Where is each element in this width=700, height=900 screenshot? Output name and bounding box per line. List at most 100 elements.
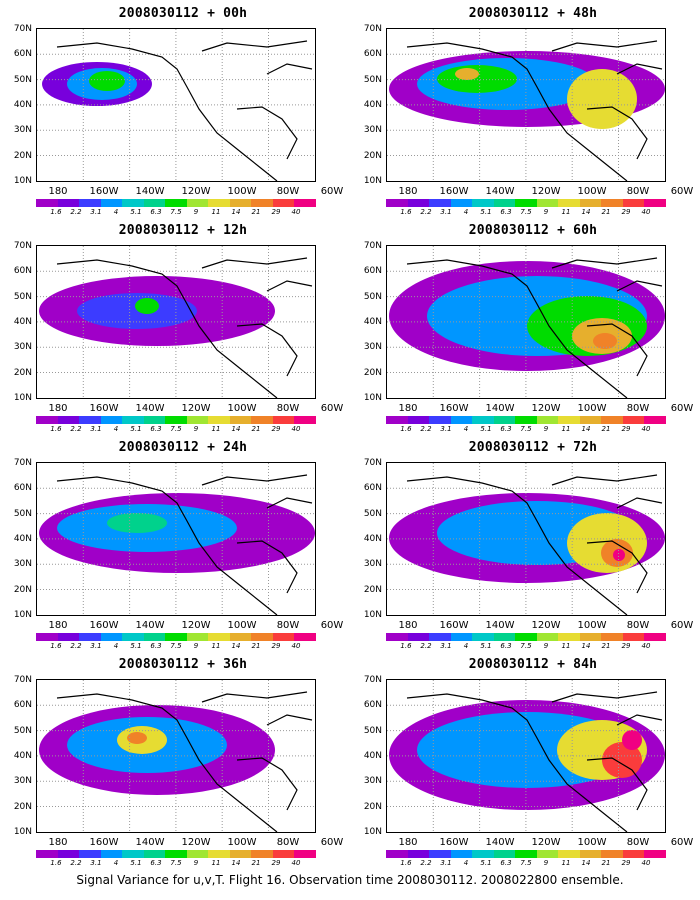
colorbar-label: 5.1	[480, 642, 492, 650]
y-tick-label: 20N	[363, 584, 382, 595]
x-tick-label: 120W	[531, 403, 561, 414]
colorbar-swatch	[536, 850, 559, 858]
colorbar-swatch	[165, 416, 187, 424]
colorbar-label: 14	[581, 208, 591, 216]
variance-map	[36, 679, 316, 833]
map-svg	[387, 463, 665, 615]
colorbar-swatch	[57, 850, 80, 858]
coastline	[56, 40, 313, 181]
colorbar-swatch	[558, 199, 580, 207]
colorbar-swatch	[450, 850, 473, 858]
x-tick-label: 60W	[320, 403, 344, 414]
figure-caption: Signal Variance for u,v,T. Flight 16. Ob…	[76, 873, 624, 887]
colorbar-swatch	[251, 416, 273, 424]
colorbar	[36, 850, 316, 858]
colorbar-label: 2.2	[70, 642, 82, 650]
colorbar-swatch	[644, 633, 666, 641]
y-tick-label: 60N	[13, 483, 32, 494]
colorbar-label: 40	[291, 425, 301, 433]
x-tick-label: 100W	[577, 620, 607, 631]
variance-contour	[622, 730, 642, 750]
colorbar-label: 1.6	[400, 208, 412, 216]
colorbar-swatch	[294, 850, 316, 858]
colorbar-label: 29	[271, 642, 281, 650]
colorbar-label: 11	[561, 425, 571, 433]
colorbar-label: 4	[113, 425, 119, 433]
colorbar-label: 5.1	[480, 208, 492, 216]
panel-title: 2008030112 + 24h	[118, 440, 248, 455]
colorbar-swatch	[493, 416, 516, 424]
y-tick-label: 30N	[363, 342, 382, 353]
x-tick-label: 120W	[181, 186, 211, 197]
variance-map	[36, 28, 316, 182]
colorbar-swatch	[558, 850, 580, 858]
x-tick-label: 100W	[577, 403, 607, 414]
colorbar-label: 5.1	[480, 859, 492, 867]
colorbar-label: 14	[231, 425, 241, 433]
colorbar-label: 21	[601, 208, 611, 216]
colorbar-label: 11	[561, 859, 571, 867]
colorbar-label: 9	[193, 859, 199, 867]
colorbar-label: 2.2	[420, 425, 432, 433]
colorbar-label: 29	[621, 642, 631, 650]
colorbar-swatch	[79, 633, 101, 641]
colorbar-swatch	[272, 199, 295, 207]
colorbar-swatch	[79, 416, 101, 424]
panel-title: 2008030112 + 60h	[468, 223, 598, 238]
y-tick-label: 60N	[13, 700, 32, 711]
y-tick-label: 30N	[363, 125, 382, 136]
colorbar-swatch	[407, 633, 430, 641]
coastline	[56, 257, 313, 398]
colorbar-label: 9	[543, 208, 549, 216]
x-tick-label: 60W	[670, 837, 694, 848]
y-tick-label: 70N	[13, 24, 32, 34]
y-tick-label: 50N	[363, 725, 382, 736]
colorbar-label: 40	[291, 208, 301, 216]
colorbar-label: 11	[561, 642, 571, 650]
panel-title: 2008030112 + 72h	[468, 440, 598, 455]
x-tick-label: 120W	[531, 837, 561, 848]
coastline	[406, 257, 663, 398]
x-tick-label: 140W	[135, 403, 165, 414]
y-tick-label: 40N	[13, 99, 32, 110]
colorbar-label: 6.3	[500, 425, 512, 433]
colorbar-swatch	[208, 850, 230, 858]
colorbar-swatch	[272, 416, 295, 424]
colorbar-swatch	[143, 416, 166, 424]
x-tick-label: 140W	[485, 186, 515, 197]
colorbar-swatch	[100, 199, 123, 207]
colorbar-swatch	[251, 199, 273, 207]
colorbar-label: 9	[543, 425, 549, 433]
colorbar-swatch	[165, 850, 187, 858]
colorbar-swatch	[429, 199, 451, 207]
colorbar-label: 7.5	[170, 425, 182, 433]
colorbar-label: 29	[271, 859, 281, 867]
colorbar-label: 29	[621, 208, 631, 216]
colorbar-swatch	[536, 633, 559, 641]
colorbar-swatch	[579, 633, 602, 641]
colorbar-label: 21	[601, 859, 611, 867]
x-tick-label: 180	[48, 837, 68, 848]
y-tick-label: 40N	[363, 99, 382, 110]
colorbar-label: 29	[271, 208, 281, 216]
colorbar	[386, 850, 666, 858]
colorbar-swatch	[515, 850, 537, 858]
colorbar-label: 3.1	[440, 642, 452, 650]
x-tick-label: 160W	[89, 620, 119, 631]
colorbar-swatch	[515, 199, 537, 207]
colorbar-swatch	[429, 416, 451, 424]
x-tick-label: 120W	[531, 186, 561, 197]
x-tick-label: 100W	[577, 837, 607, 848]
colorbar-label: 6.3	[500, 642, 512, 650]
colorbar-swatch	[100, 850, 123, 858]
coastline	[406, 691, 663, 832]
y-tick-label: 40N	[363, 750, 382, 761]
x-tick-label: 160W	[439, 403, 469, 414]
colorbar-swatch	[122, 199, 144, 207]
colorbar-label: 40	[291, 642, 301, 650]
x-tick-label: 100W	[227, 403, 257, 414]
y-tick-label: 60N	[363, 49, 382, 60]
colorbar-label: 14	[231, 208, 241, 216]
y-tick-label: 70N	[13, 675, 32, 685]
y-tick-label: 60N	[363, 266, 382, 277]
